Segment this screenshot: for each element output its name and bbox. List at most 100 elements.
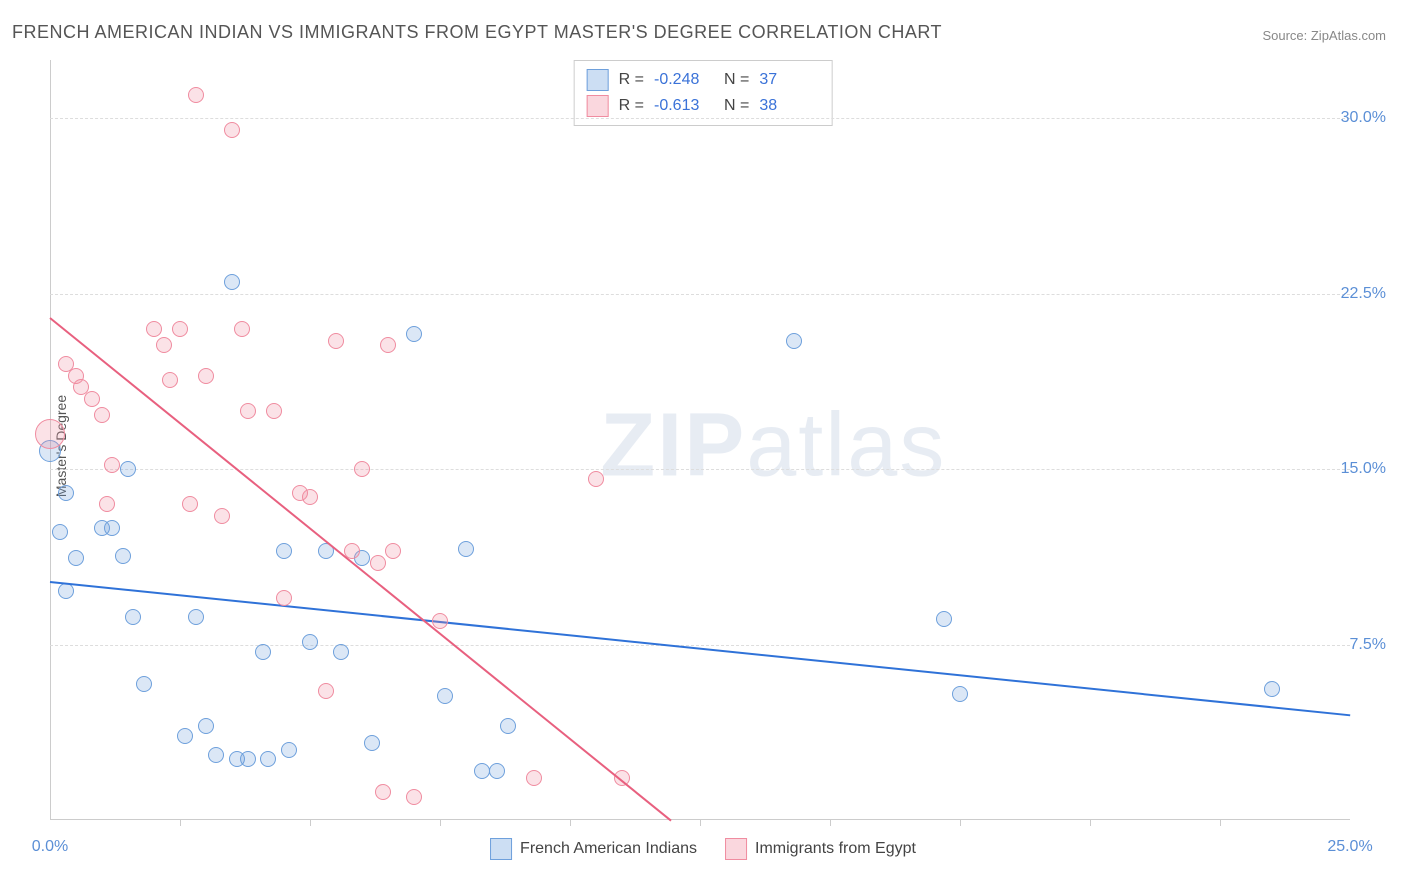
data-point [936, 611, 952, 627]
data-point [354, 461, 370, 477]
data-point [188, 609, 204, 625]
data-point [302, 489, 318, 505]
data-point [333, 644, 349, 660]
data-point [260, 751, 276, 767]
legend-r-value-pink: -0.613 [654, 97, 714, 115]
data-point [94, 407, 110, 423]
data-point [224, 274, 240, 290]
data-point [437, 688, 453, 704]
data-point [99, 496, 115, 512]
data-point [266, 403, 282, 419]
xtick-mark [180, 820, 181, 826]
plot-area [50, 60, 1350, 820]
data-point [208, 747, 224, 763]
data-point [240, 403, 256, 419]
data-point [224, 122, 240, 138]
xtick-label: 0.0% [32, 838, 68, 856]
data-point [234, 321, 250, 337]
gridline [50, 469, 1350, 470]
xtick-mark [830, 820, 831, 826]
data-point [406, 326, 422, 342]
gridline [50, 645, 1350, 646]
data-point [162, 372, 178, 388]
data-point [458, 541, 474, 557]
data-point [68, 550, 84, 566]
xtick-mark [570, 820, 571, 826]
xtick-mark [1090, 820, 1091, 826]
ytick-label: 15.0% [1341, 460, 1386, 478]
data-point [364, 735, 380, 751]
data-point [328, 333, 344, 349]
data-point [1264, 681, 1280, 697]
data-point [177, 728, 193, 744]
data-point [35, 419, 65, 449]
data-point [276, 590, 292, 606]
gridline [50, 118, 1350, 119]
swatch-pink-icon [587, 95, 609, 117]
xtick-mark [440, 820, 441, 826]
ytick-label: 30.0% [1341, 109, 1386, 127]
data-point [406, 789, 422, 805]
data-point [146, 321, 162, 337]
data-point [172, 321, 188, 337]
data-point [281, 742, 297, 758]
data-point [786, 333, 802, 349]
data-point [240, 751, 256, 767]
data-point [188, 87, 204, 103]
swatch-blue-icon [490, 838, 512, 860]
data-point [214, 508, 230, 524]
xtick-label: 25.0% [1327, 838, 1372, 856]
legend-n-value-blue: 37 [759, 71, 819, 89]
data-point [125, 609, 141, 625]
series-legend: French American Indians Immigrants from … [490, 838, 916, 860]
legend-item-pink: Immigrants from Egypt [725, 838, 916, 860]
gridline [50, 294, 1350, 295]
data-point [276, 543, 292, 559]
legend-row-blue: R = -0.248 N = 37 [587, 67, 820, 93]
legend-n-label: N = [724, 97, 749, 115]
data-point [52, 524, 68, 540]
correlation-legend: R = -0.248 N = 37 R = -0.613 N = 38 [574, 60, 833, 126]
data-point [489, 763, 505, 779]
data-point [104, 520, 120, 536]
swatch-blue-icon [587, 69, 609, 91]
data-point [474, 763, 490, 779]
legend-n-label: N = [724, 71, 749, 89]
data-point [432, 613, 448, 629]
legend-r-label: R = [619, 97, 644, 115]
data-point [58, 485, 74, 501]
data-point [136, 676, 152, 692]
data-point [115, 548, 131, 564]
source-label: Source: ZipAtlas.com [1262, 28, 1386, 43]
xtick-mark [1220, 820, 1221, 826]
ytick-label: 22.5% [1341, 285, 1386, 303]
data-point [84, 391, 100, 407]
data-point [104, 457, 120, 473]
xtick-mark [310, 820, 311, 826]
data-point [375, 784, 391, 800]
legend-label-blue: French American Indians [520, 840, 697, 857]
data-point [318, 683, 334, 699]
ytick-label: 7.5% [1350, 636, 1386, 654]
xtick-mark [700, 820, 701, 826]
data-point [370, 555, 386, 571]
xtick-mark [960, 820, 961, 826]
data-point [526, 770, 542, 786]
data-point [380, 337, 396, 353]
swatch-pink-icon [725, 838, 747, 860]
data-point [952, 686, 968, 702]
data-point [255, 644, 271, 660]
data-point [302, 634, 318, 650]
legend-r-label: R = [619, 71, 644, 89]
chart-title: FRENCH AMERICAN INDIAN VS IMMIGRANTS FRO… [12, 22, 942, 43]
legend-r-value-blue: -0.248 [654, 71, 714, 89]
data-point [500, 718, 516, 734]
legend-label-pink: Immigrants from Egypt [755, 840, 916, 857]
data-point [156, 337, 172, 353]
data-point [182, 496, 198, 512]
data-point [588, 471, 604, 487]
data-point [120, 461, 136, 477]
legend-n-value-pink: 38 [759, 97, 819, 115]
data-point [385, 543, 401, 559]
data-point [198, 368, 214, 384]
